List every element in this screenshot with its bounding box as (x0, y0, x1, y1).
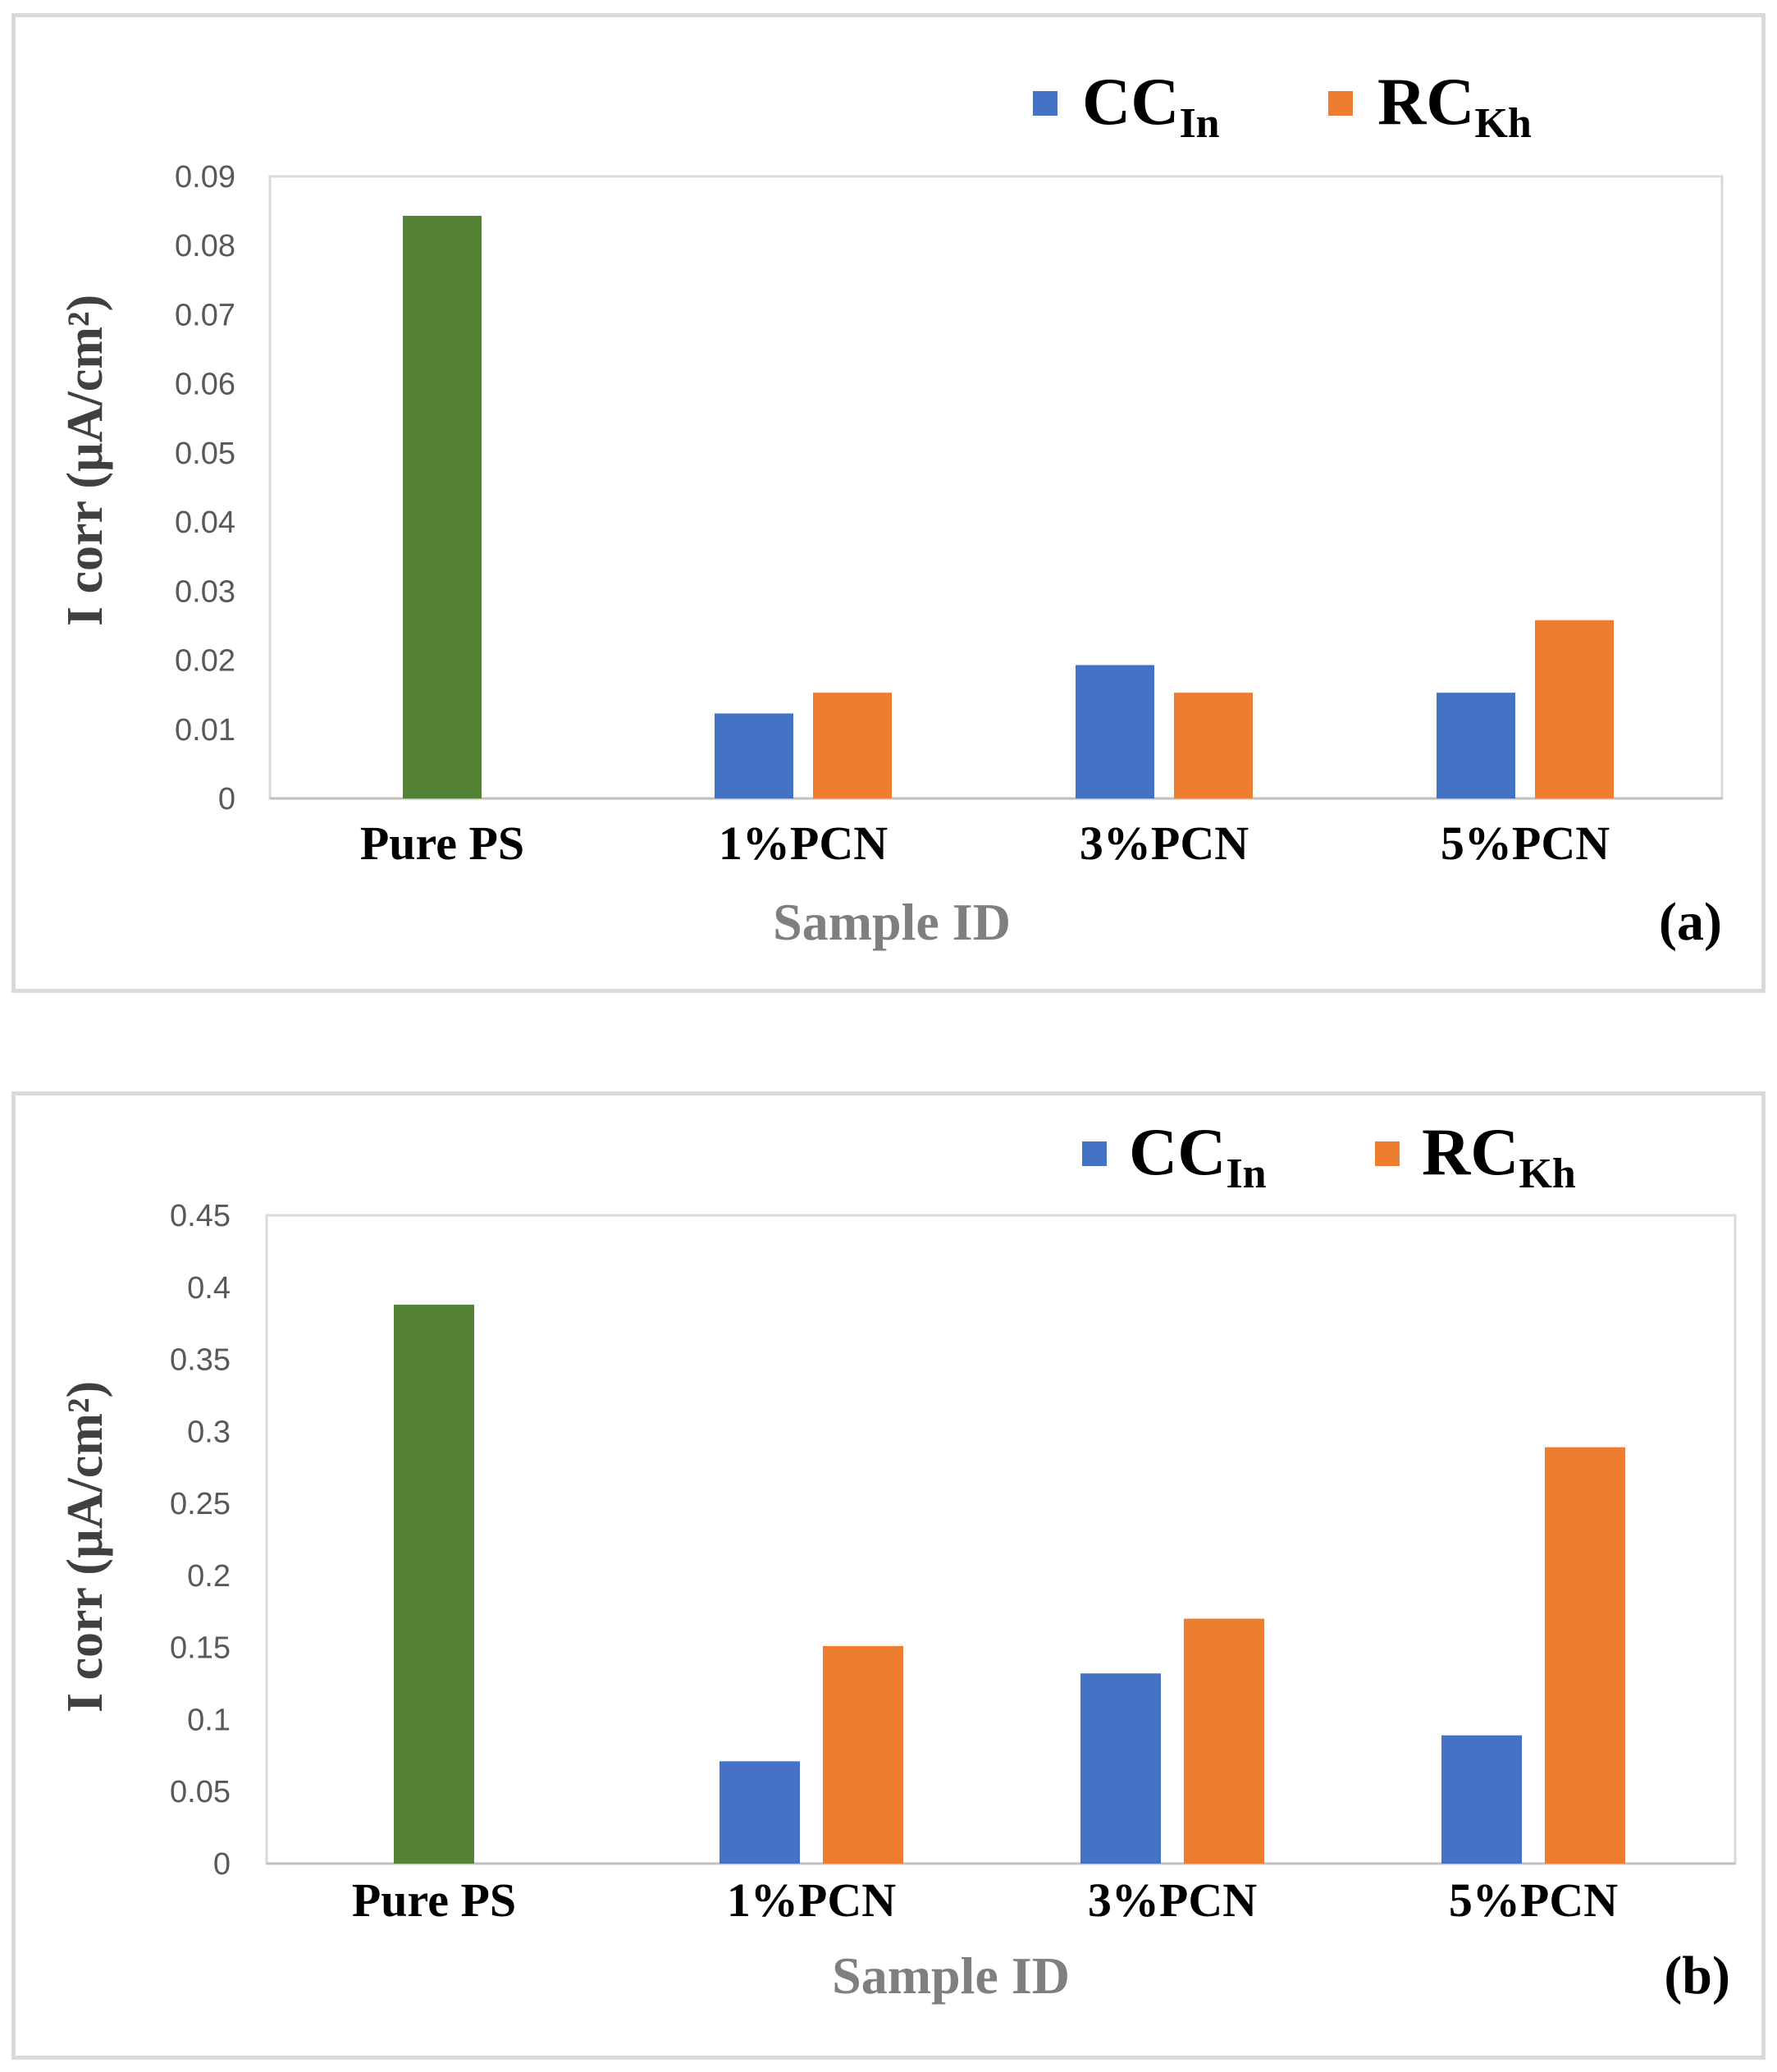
y-tick-label: 0.05 (175, 437, 235, 471)
y-tick-label: 0.35 (170, 1343, 231, 1378)
x-categories: Pure PS 1%PCN 3%PCN 5%PCN (360, 816, 1610, 870)
bar-rc-3pctpcn (1174, 693, 1253, 798)
x-axis-label: Sample ID (773, 893, 1011, 951)
legend-label-rc: RCKh (1422, 1114, 1576, 1197)
bar-cc-3pctpcn (1076, 665, 1154, 798)
y-tick-label: 0.08 (175, 229, 235, 263)
legend: CCIn RCKh (1082, 1114, 1576, 1197)
y-tick-label: 0.05 (170, 1775, 231, 1809)
chart-b-svg: CCIn RCKh 00.050.10.150.20.250.30.350.40… (57, 1114, 1737, 2006)
x-category-label: Pure PS (352, 1873, 516, 1927)
legend-label-cc: CCIn (1082, 64, 1220, 147)
bar-rc-1pctpcn (813, 693, 892, 798)
y-axis-label: I corr (µA/cm²) (57, 1381, 113, 1713)
legend-label-rc: RCKh (1377, 64, 1532, 147)
y-tick-label: 0.06 (175, 368, 235, 402)
bar-cc-1pctpcn (719, 1761, 800, 1864)
bar-cc-5pctpcn (1441, 1735, 1522, 1864)
y-ticks: 0 0.01 0.02 0.03 0.04 0.05 0.06 0.07 0.08 0.09 (175, 160, 235, 816)
legend-swatch-cc (1082, 1141, 1107, 1166)
y-tick-label: 0.1 (187, 1703, 231, 1737)
bar-pure-ps (403, 216, 482, 798)
y-ticks: 0 0.05 0.1 0.15 0.2 0.25 0.3 0.35 0.4 0.45 (170, 1199, 231, 1882)
y-tick-label: 0.04 (175, 505, 235, 540)
bar-rc-5pctpcn (1545, 1447, 1625, 1864)
legend-swatch-cc (1033, 91, 1058, 116)
panel-label: (b) (1664, 1946, 1730, 2006)
bar-cc-1pctpcn (715, 713, 793, 798)
y-tick-label: 0.4 (187, 1271, 231, 1306)
y-tick-label: 0 (218, 782, 235, 816)
legend-label-cc: CCIn (1129, 1114, 1267, 1197)
y-tick-label: 0.3 (187, 1415, 231, 1449)
x-category-label: 1%PCN (719, 816, 888, 870)
x-axis-label: Sample ID (832, 1946, 1070, 2005)
x-category-label: Pure PS (360, 816, 524, 870)
bar-pure-ps (394, 1304, 474, 1864)
y-tick-label: 0.25 (170, 1487, 231, 1521)
x-category-label: 5%PCN (1441, 816, 1610, 870)
legend-swatch-rc (1375, 1141, 1400, 1166)
x-categories: Pure PS 1%PCN 3%PCN 5%PCN (352, 1873, 1618, 1927)
y-tick-label: 0 (213, 1847, 231, 1882)
panel-label: (a) (1659, 892, 1722, 952)
y-tick-label: 0.07 (175, 298, 235, 332)
bars (394, 1304, 1625, 1864)
bar-rc-3pctpcn (1184, 1618, 1264, 1864)
y-tick-label: 0.2 (187, 1559, 231, 1594)
y-axis-label: I corr (µA/cm²) (57, 295, 113, 626)
y-tick-label: 0.15 (170, 1631, 231, 1666)
x-category-label: 1%PCN (727, 1873, 896, 1927)
bars (403, 216, 1614, 798)
y-tick-label: 0.03 (175, 574, 235, 609)
bar-cc-3pctpcn (1080, 1673, 1161, 1864)
y-tick-label: 0.02 (175, 644, 235, 679)
legend-swatch-rc (1328, 91, 1353, 116)
bar-rc-1pctpcn (823, 1645, 903, 1864)
bar-rc-5pctpcn (1535, 620, 1614, 798)
chart-panel-b: CCIn RCKh 0 0.05 0.1 0.15 0.2 0.25 0.3 0.35 0.4 0… (11, 1091, 1766, 2060)
chart-panel-a: CCIn RCKh 0 0.01 0.02 0.03 0.04 0.05 0.06 0.07 0… (11, 13, 1766, 993)
y-tick-label: 0.09 (175, 160, 235, 194)
bar-cc-5pctpcn (1437, 693, 1515, 798)
y-tick-label: 0.45 (170, 1199, 231, 1233)
x-category-label: 3%PCN (1080, 816, 1249, 870)
legend: CCIn RCKh (1033, 64, 1532, 147)
x-category-label: 5%PCN (1449, 1873, 1618, 1927)
y-tick-label: 0.01 (175, 713, 235, 748)
x-category-label: 3%PCN (1088, 1873, 1257, 1927)
chart-a-svg: CCIn RCKh 00.010.020.030.040.050.060.070… (57, 64, 1724, 952)
